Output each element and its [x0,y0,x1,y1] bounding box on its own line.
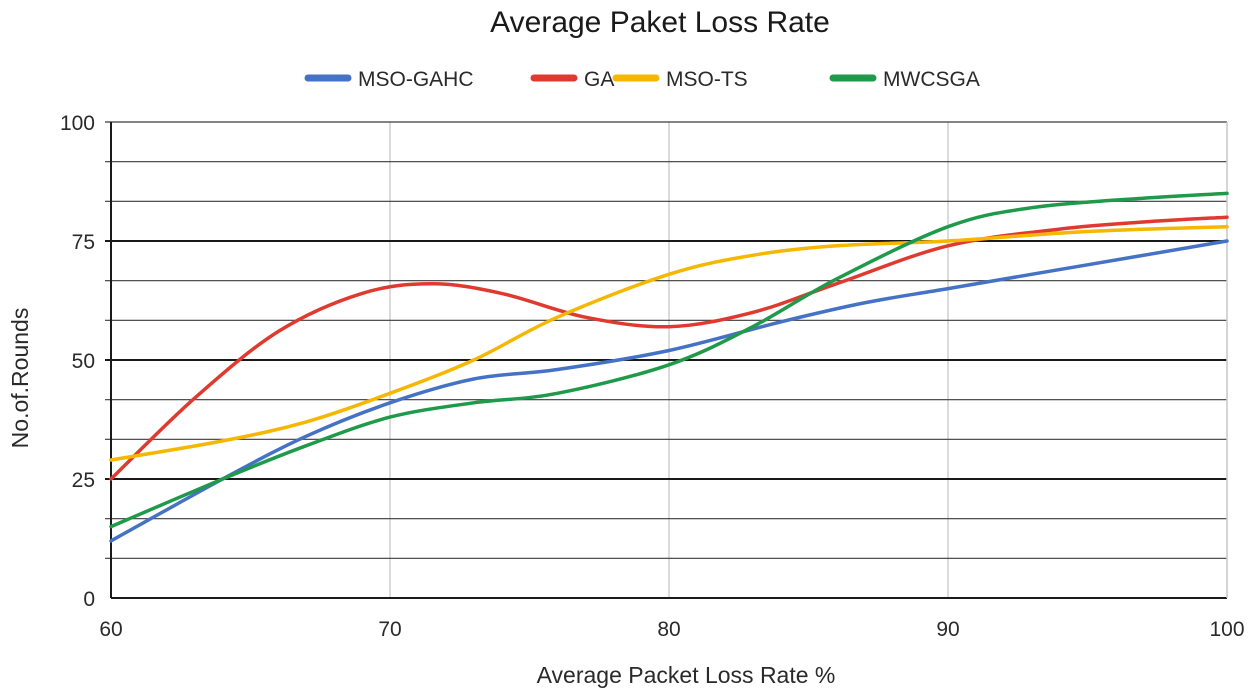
y-axis-label: No.of.Rounds [7,308,33,449]
legend-label-ga: GA [584,68,614,91]
x-axis-label: Average Packet Loss Rate % [537,662,836,688]
y-tick-label: 50 [72,350,95,373]
y-tick-label: 0 [83,588,95,611]
chart-title: Average Paket Loss Rate [490,6,830,39]
legend-label-mwcsga: MWCSGA [883,68,980,91]
x-tick-label: 60 [99,618,122,641]
series-line-mso-gahc [109,239,1229,543]
legend-label-mso-ts: MSO-TS [666,68,748,91]
y-tick-label: 25 [72,469,95,492]
y-tick-label: 75 [72,231,95,254]
series-line-mwcsga [109,191,1229,529]
x-tick-label: 90 [936,618,959,641]
y-tick-label: 100 [60,112,95,135]
series-group [109,191,1229,543]
legend-label-mso-gahc: MSO-GAHC [358,68,474,91]
x-tick-label: 80 [657,618,680,641]
series-line-mso-ts [109,224,1229,462]
x-tick-label: 100 [1209,618,1244,641]
series-line-ga [109,215,1229,481]
legend: MSO-GAHC GA MSO-TS MWCSGA [304,68,980,91]
grid [105,121,1228,598]
axes: 60 70 80 90 100 0 25 50 75 100 [60,112,1245,641]
x-tick-label: 70 [378,618,401,641]
